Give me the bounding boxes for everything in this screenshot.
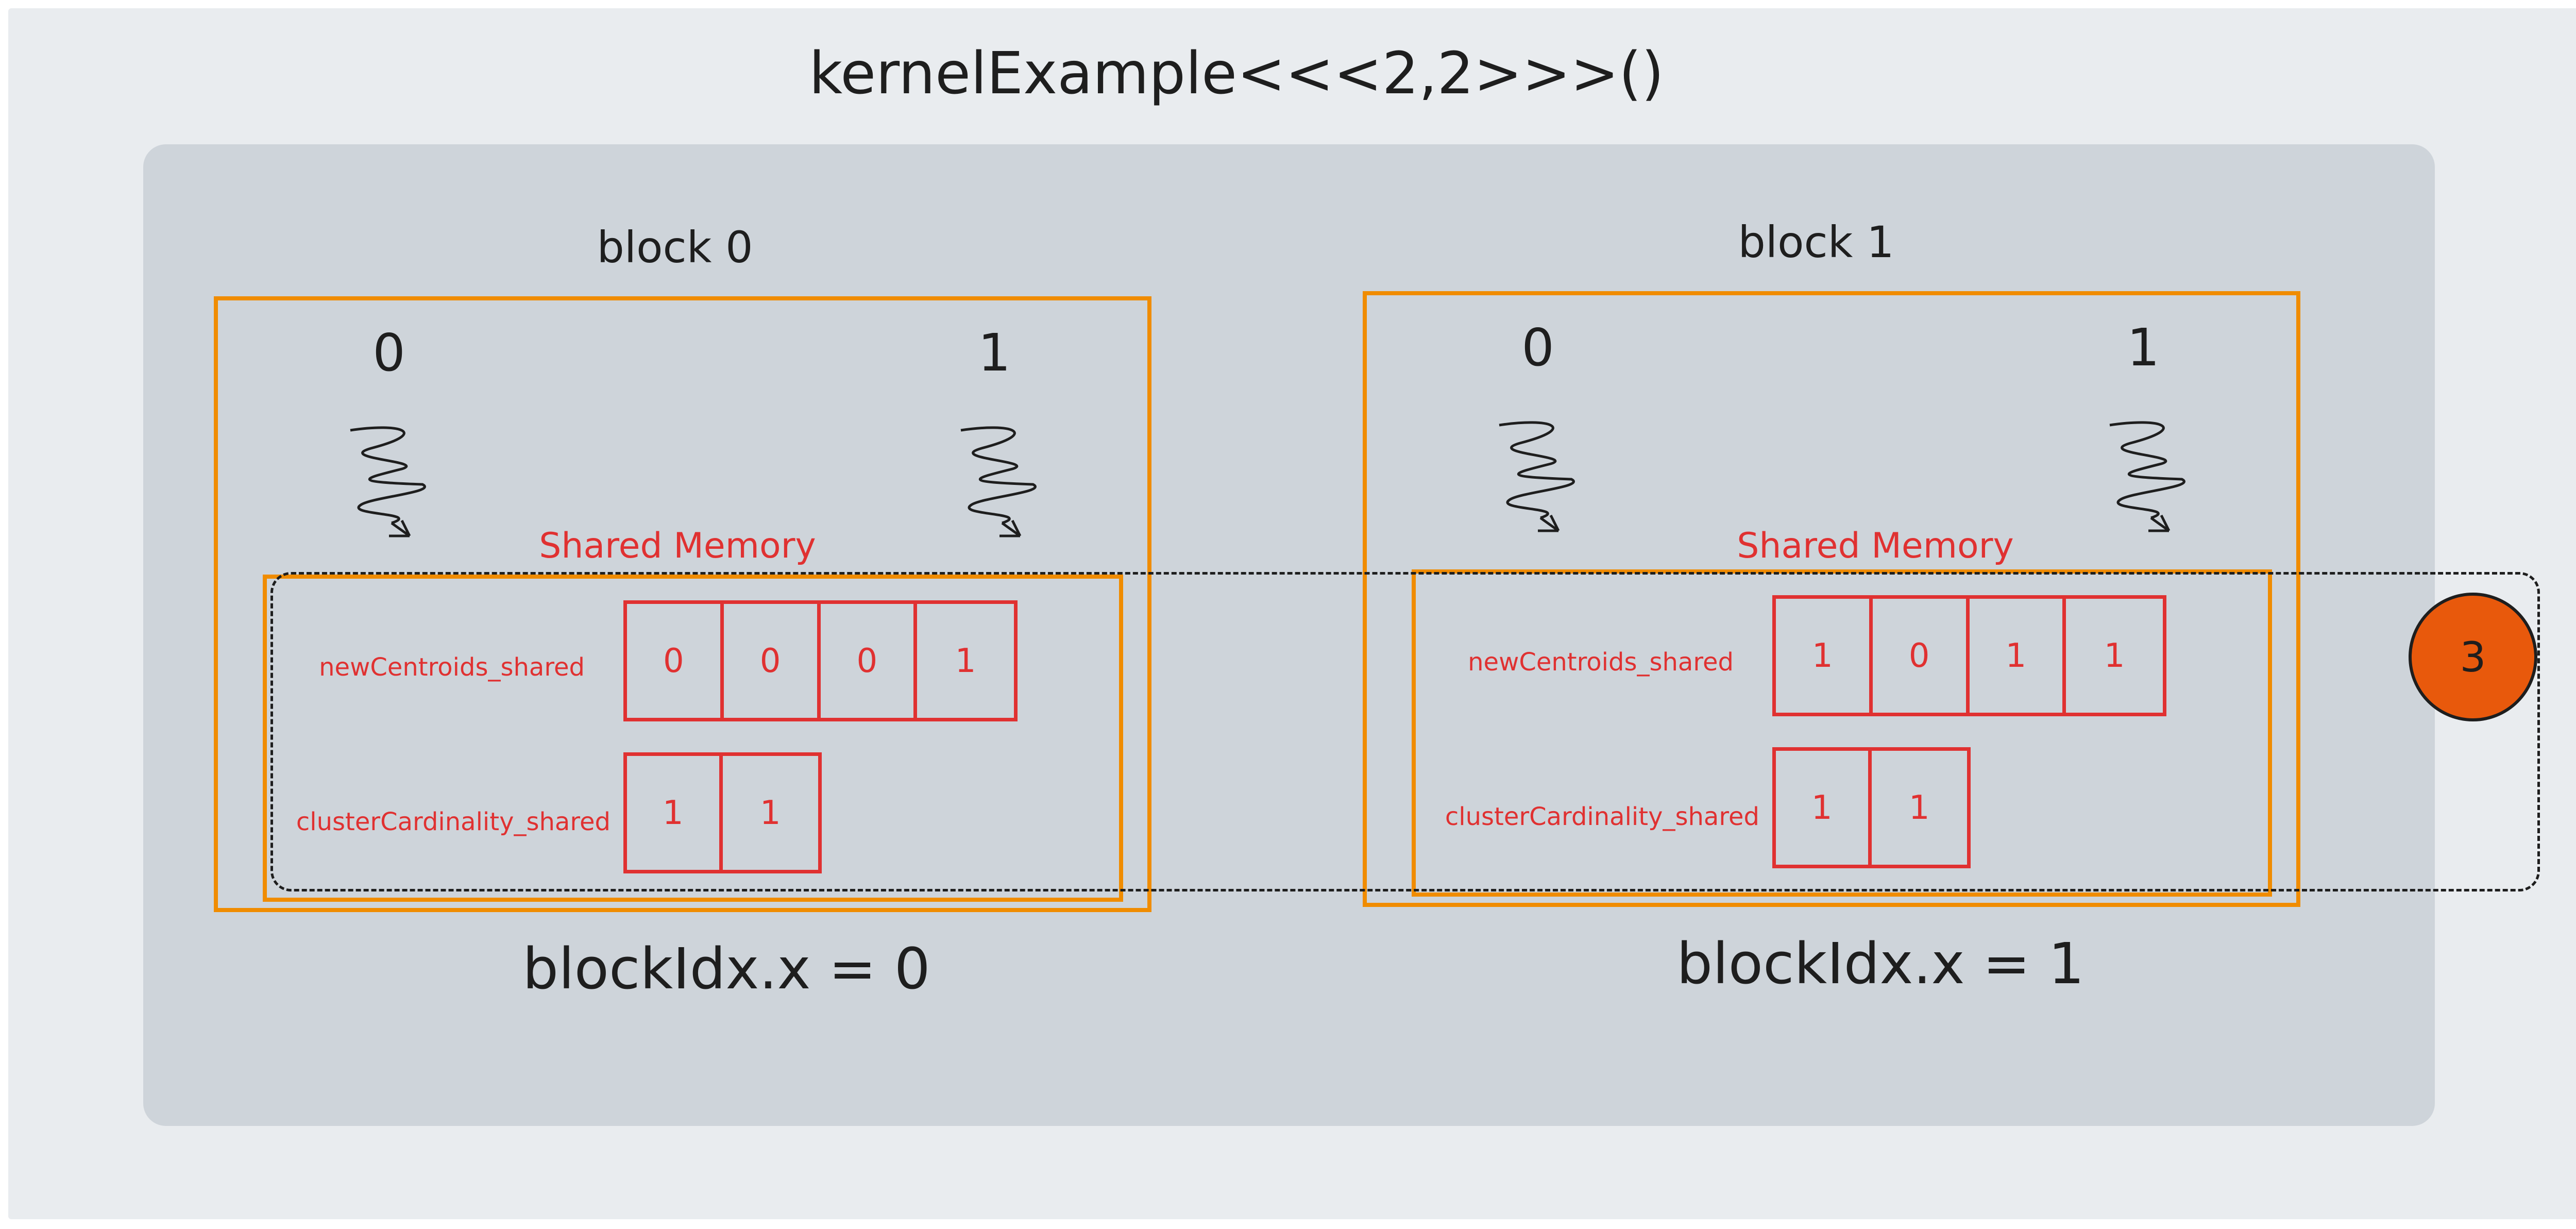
block-0-shared-memory-title: Shared Memory xyxy=(539,526,816,566)
array-cell: 1 xyxy=(1908,788,1930,827)
block-0-box xyxy=(214,296,1151,912)
array-cell: 1 xyxy=(1776,599,1873,713)
block-1-thread-1-squiggle-icon xyxy=(2109,421,2185,532)
block-0-shared-memory-box xyxy=(263,575,1123,902)
step-badge: 3 xyxy=(2409,593,2537,721)
block-0-label: block 0 xyxy=(597,222,753,273)
grid-area xyxy=(143,144,2435,1126)
block-1-blockidx-label: blockIdx.x = 1 xyxy=(1676,931,2084,997)
block-1-new-centroids-array: 1 0 1 1 xyxy=(1772,595,2166,716)
shared-memory-group-outline xyxy=(270,572,2540,891)
array-cell: 0 xyxy=(724,604,821,718)
block-0-thread-0-squiggle-icon xyxy=(350,426,426,537)
array-cell: 1 xyxy=(759,794,781,832)
block-1-box xyxy=(1363,291,2300,907)
block-0-new-centroids-array: 0 0 0 1 xyxy=(623,600,1018,721)
block-1-shared-memory-title: Shared Memory xyxy=(1737,526,2014,566)
block-1-thread-0-squiggle-icon xyxy=(1499,421,1575,532)
array-cell: 1 xyxy=(2104,636,2125,675)
block-0-thread-1-squiggle-icon xyxy=(960,426,1037,537)
block-0-cluster-cardinality-array: 1 1 xyxy=(623,752,822,873)
block-1-cluster-cardinality-label: clusterCardinality_shared xyxy=(1445,802,1759,831)
block-0-blockidx-label: blockIdx.x = 0 xyxy=(522,936,930,1002)
array-cell: 1 xyxy=(1970,599,2066,713)
array-cell: 0 xyxy=(821,604,918,718)
kernel-launch-title: kernelExample<<<2,2>>>() xyxy=(809,40,1664,107)
block-1-shared-memory-box xyxy=(1412,569,2272,897)
array-cell: 1 xyxy=(627,756,723,870)
block-1-label: block 1 xyxy=(1738,217,1894,267)
block-0-cluster-cardinality-label: clusterCardinality_shared xyxy=(296,807,611,836)
block-0-thread-0-index: 0 xyxy=(372,323,405,383)
block-1-cluster-cardinality-array: 1 1 xyxy=(1772,747,1971,868)
block-1-thread-0-index: 0 xyxy=(1521,317,1554,378)
block-1-new-centroids-label: newCentroids_shared xyxy=(1468,648,1734,677)
block-0-thread-1-index: 1 xyxy=(978,323,1011,383)
block-1-thread-1-index: 1 xyxy=(2127,317,2160,378)
block-0-new-centroids-label: newCentroids_shared xyxy=(319,653,585,682)
array-cell: 0 xyxy=(627,604,724,718)
array-cell: 1 xyxy=(1776,751,1872,865)
array-cell: 1 xyxy=(955,642,976,680)
array-cell: 0 xyxy=(1873,599,1970,713)
